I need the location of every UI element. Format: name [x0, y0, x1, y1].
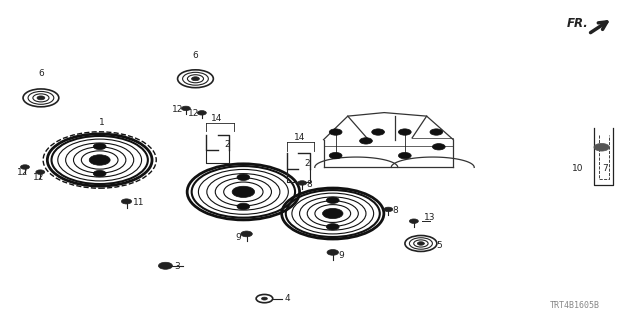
Ellipse shape	[430, 129, 443, 135]
Text: 12: 12	[17, 168, 29, 177]
Text: 12: 12	[33, 173, 44, 182]
Text: 12: 12	[172, 105, 183, 114]
Ellipse shape	[329, 129, 342, 135]
Text: 11: 11	[133, 197, 145, 206]
Text: 12: 12	[188, 109, 199, 118]
Ellipse shape	[37, 96, 45, 100]
Text: 7: 7	[602, 164, 608, 173]
Ellipse shape	[20, 165, 29, 169]
Ellipse shape	[181, 106, 190, 111]
Ellipse shape	[93, 170, 106, 177]
Ellipse shape	[360, 138, 372, 144]
Ellipse shape	[159, 262, 173, 269]
Text: FR.: FR.	[566, 17, 588, 30]
Ellipse shape	[237, 203, 250, 210]
Ellipse shape	[232, 186, 255, 197]
Ellipse shape	[329, 152, 342, 159]
Ellipse shape	[399, 152, 411, 159]
Ellipse shape	[262, 297, 268, 300]
Ellipse shape	[241, 231, 252, 237]
Text: TRT4B1605B: TRT4B1605B	[550, 301, 600, 310]
Text: 2: 2	[224, 140, 230, 149]
Ellipse shape	[298, 181, 307, 185]
Ellipse shape	[93, 143, 106, 150]
Text: 14: 14	[294, 132, 305, 141]
Text: 8: 8	[393, 206, 399, 215]
Ellipse shape	[197, 111, 206, 115]
Ellipse shape	[399, 129, 411, 135]
Ellipse shape	[417, 242, 424, 245]
Text: 8: 8	[306, 180, 312, 189]
Ellipse shape	[594, 143, 609, 151]
Ellipse shape	[384, 207, 393, 212]
Ellipse shape	[433, 144, 445, 150]
Text: 9: 9	[236, 233, 241, 242]
Ellipse shape	[122, 199, 132, 204]
Ellipse shape	[326, 197, 339, 204]
Ellipse shape	[191, 77, 200, 81]
Text: 1: 1	[99, 118, 104, 127]
Text: 13: 13	[424, 213, 435, 222]
Text: 5: 5	[436, 241, 442, 250]
Ellipse shape	[237, 174, 250, 180]
Ellipse shape	[372, 129, 385, 135]
Text: 4: 4	[284, 294, 290, 303]
Ellipse shape	[410, 219, 419, 223]
Ellipse shape	[326, 224, 339, 230]
Text: 6: 6	[38, 69, 44, 78]
Text: 6: 6	[193, 51, 198, 60]
Text: 14: 14	[211, 114, 222, 123]
Ellipse shape	[323, 208, 343, 219]
Text: 9: 9	[338, 251, 344, 260]
Text: 2: 2	[304, 159, 310, 168]
Ellipse shape	[89, 155, 110, 165]
Ellipse shape	[327, 250, 339, 255]
Ellipse shape	[36, 170, 45, 174]
Text: 3: 3	[174, 262, 180, 271]
Text: 10: 10	[572, 164, 584, 173]
